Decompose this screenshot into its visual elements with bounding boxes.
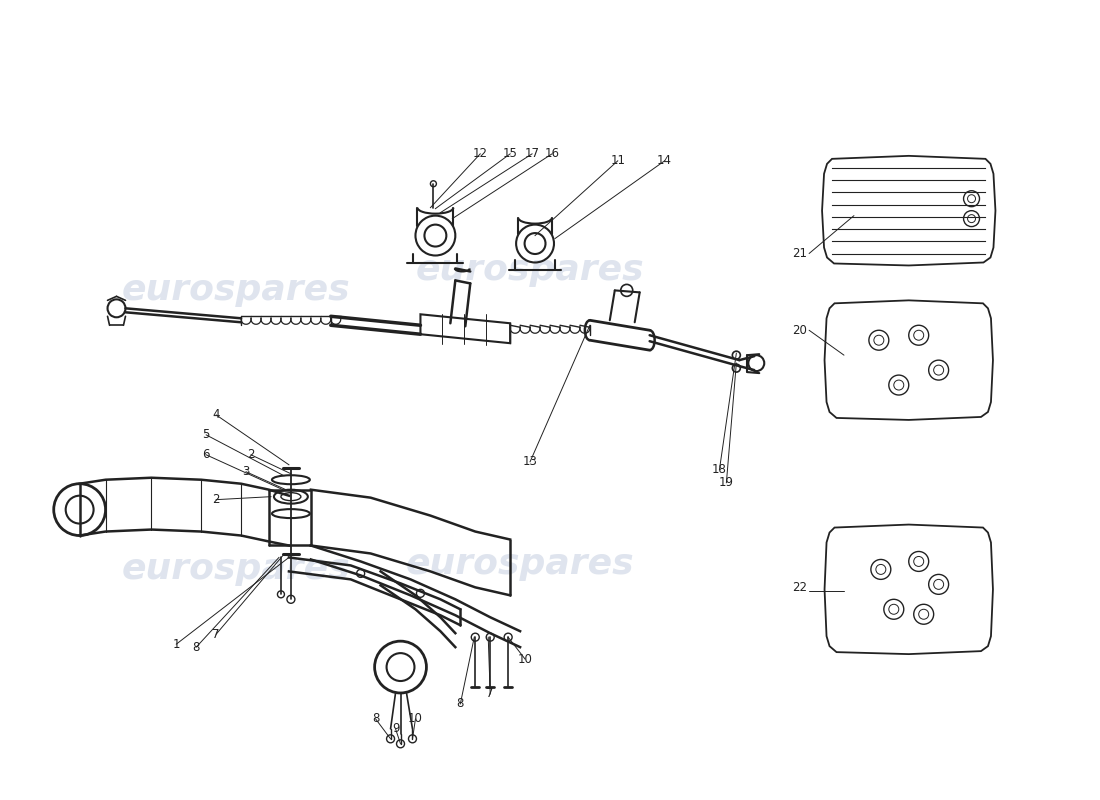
Text: 13: 13 <box>522 455 538 468</box>
Text: 7: 7 <box>486 687 494 701</box>
Text: 2: 2 <box>248 448 255 462</box>
Text: 3: 3 <box>242 466 250 478</box>
Text: 8: 8 <box>372 712 379 726</box>
Text: 10: 10 <box>408 712 422 726</box>
Text: 18: 18 <box>712 463 727 476</box>
Text: 8: 8 <box>192 641 200 654</box>
Text: 12: 12 <box>473 147 487 160</box>
Text: 9: 9 <box>392 722 399 735</box>
Text: 14: 14 <box>657 154 672 167</box>
Text: 17: 17 <box>525 147 540 160</box>
Text: eurospares: eurospares <box>416 254 645 287</box>
Text: 10: 10 <box>518 653 532 666</box>
Text: 8: 8 <box>456 698 464 710</box>
Text: 19: 19 <box>719 476 734 490</box>
Text: eurospares: eurospares <box>122 274 351 307</box>
Text: 15: 15 <box>503 147 518 160</box>
Text: 5: 5 <box>202 428 210 442</box>
Text: 2: 2 <box>212 493 220 506</box>
Text: 21: 21 <box>792 247 806 260</box>
Text: 20: 20 <box>792 324 806 337</box>
Text: 11: 11 <box>610 154 625 167</box>
Text: eurospares: eurospares <box>122 553 351 586</box>
Text: 7: 7 <box>212 628 220 641</box>
Text: 6: 6 <box>202 448 210 462</box>
Text: 1: 1 <box>173 638 180 650</box>
Text: 4: 4 <box>212 409 220 422</box>
Text: 22: 22 <box>792 581 806 594</box>
Text: 16: 16 <box>544 147 560 160</box>
Text: eurospares: eurospares <box>406 547 635 582</box>
